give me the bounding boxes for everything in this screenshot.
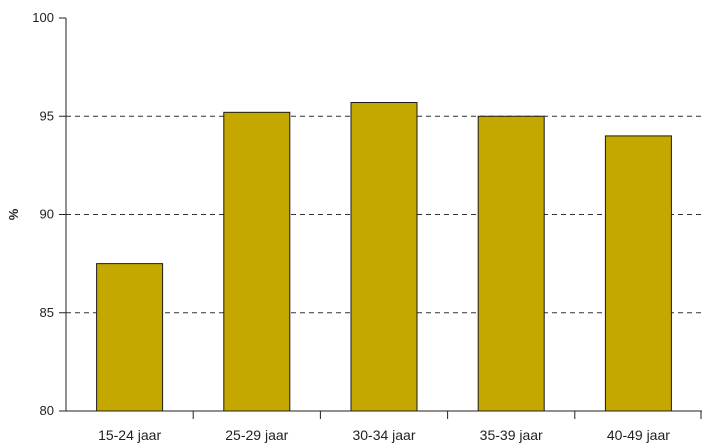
bar-40-49-jaar: [604, 135, 672, 412]
bars: [96, 101, 672, 412]
x-tick-label: 35-39 jaar: [480, 427, 543, 443]
x-tick-label: 25-29 jaar: [225, 427, 288, 443]
bar-15-24-jaar: [96, 263, 164, 412]
x-tick-label: 30-34 jaar: [352, 427, 415, 443]
x-tick-label: 15-24 jaar: [98, 427, 161, 443]
y-tick-label: 100: [32, 10, 54, 25]
x-axis-ticks: 15-24 jaar 25-29 jaar 30-34 jaar 35-39 jaar…: [98, 411, 702, 443]
y-tick-label: 95: [40, 108, 54, 123]
y-axis-ticks: 80 85 90 95 100: [32, 10, 66, 418]
x-tick-label: 40-49 jaar: [607, 427, 670, 443]
y-tick-label: 80: [40, 403, 54, 418]
y-tick-label: 90: [40, 207, 54, 222]
bar-25-29-jaar: [223, 111, 291, 412]
bar-30-34-jaar: [350, 101, 418, 412]
bar-35-39-jaar: [477, 115, 545, 412]
y-tick-label: 85: [40, 305, 54, 320]
y-axis-title: %: [6, 208, 21, 220]
